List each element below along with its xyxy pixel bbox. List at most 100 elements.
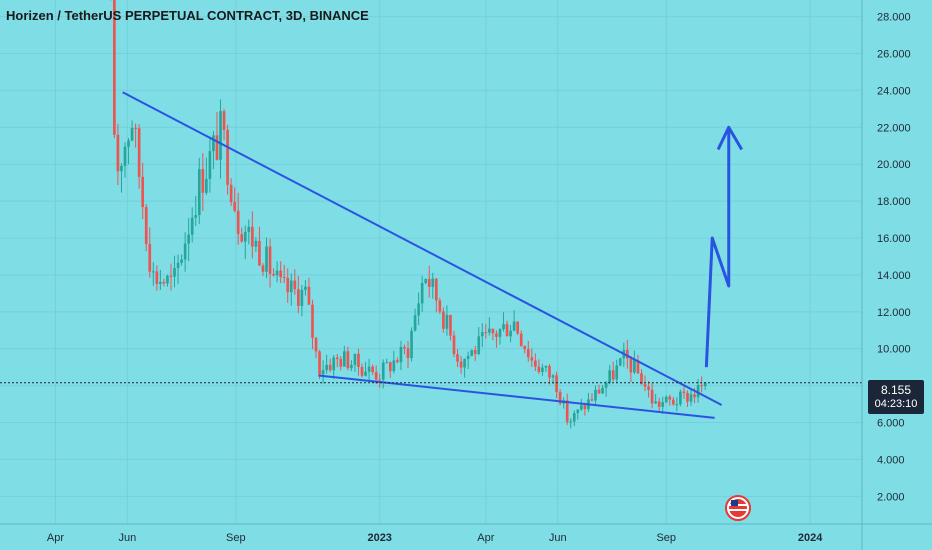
candle-body (212, 135, 215, 152)
x-tick-label: 2024 (798, 532, 823, 544)
y-tick-label: 12.000 (877, 307, 911, 319)
x-tick-label: Apr (477, 532, 494, 544)
candle-body (166, 275, 169, 284)
candle-body (640, 373, 643, 385)
y-tick-label: 4.000 (877, 454, 905, 466)
candle-body (424, 278, 428, 283)
candle-body (672, 399, 675, 405)
candle-body (675, 404, 679, 406)
candle-body (473, 350, 477, 354)
candle-body (169, 275, 173, 277)
x-tick-label: Apr (47, 532, 64, 544)
candle-body (144, 207, 148, 244)
candle-body (601, 387, 604, 394)
candle-body (470, 350, 474, 356)
candle-body (272, 273, 275, 276)
candle-body (558, 391, 562, 404)
candle-body (251, 226, 254, 247)
candle-body (127, 140, 130, 147)
candle-body (190, 217, 194, 235)
candle-body (328, 364, 332, 371)
candle-body (555, 375, 558, 392)
candle-body (293, 280, 297, 290)
candle-body (442, 311, 445, 329)
candle-body (215, 135, 219, 160)
candle-body (335, 357, 339, 360)
x-tick-label: Jun (118, 532, 136, 544)
candle-body (657, 401, 661, 407)
candle-body (534, 360, 537, 367)
candle-body (417, 303, 420, 316)
candle-body (311, 304, 314, 338)
x-axis[interactable]: Apr Jun Sep 2023 Apr Jun Sep 2024 (0, 523, 932, 544)
candle-body (530, 357, 534, 361)
candle-body (608, 370, 611, 383)
candle-body (413, 315, 417, 331)
candle-body (233, 202, 236, 211)
candle-body (654, 401, 657, 404)
candle-body (438, 300, 442, 312)
candle-body (693, 394, 696, 398)
candle-body (374, 372, 378, 380)
candle-body (548, 365, 551, 378)
candle-body (523, 346, 527, 350)
candle-body (300, 289, 304, 306)
candle-body (176, 262, 180, 269)
candle-body (258, 240, 261, 266)
y-tick-label: 6.000 (877, 418, 905, 430)
y-tick-label: 28.000 (877, 12, 911, 24)
candle-body (498, 329, 502, 337)
candle-body (484, 332, 488, 334)
candle-body (703, 382, 707, 387)
candle-body (325, 364, 328, 371)
candle-body (159, 281, 162, 284)
candle-body (452, 335, 456, 355)
y-tick-label: 16.000 (877, 233, 911, 245)
candle-body (243, 231, 247, 242)
candle-body (339, 359, 343, 367)
candle-body (229, 184, 233, 203)
candle-body (307, 286, 311, 305)
candle-body (537, 366, 541, 372)
candle-body (466, 355, 470, 359)
candle-body (594, 389, 597, 401)
y-tick-label: 22.000 (877, 122, 911, 134)
candle-body (403, 346, 406, 349)
candle-body (427, 278, 431, 287)
candle-body (431, 278, 435, 287)
candle-body (636, 360, 640, 374)
candle-body (367, 366, 371, 372)
candle-body (590, 399, 594, 401)
x-tick-label: Sep (226, 532, 246, 544)
candle-body (516, 321, 519, 334)
candle-body (700, 385, 703, 387)
candle-body (689, 394, 693, 402)
candle-body (650, 389, 654, 404)
candle-body (696, 385, 700, 398)
candle-body (183, 243, 187, 260)
candle-body (332, 357, 336, 371)
candle-body (686, 392, 689, 402)
candle-body (360, 367, 364, 376)
candle-body (399, 346, 403, 363)
us-flag-icon[interactable] (725, 495, 751, 521)
candle-body (226, 129, 229, 185)
price-tag: 8.155 04:23:10 (868, 380, 924, 414)
candle-body (505, 324, 509, 337)
candle-body (314, 337, 318, 352)
projection-arrowhead (716, 125, 744, 151)
y-axis[interactable]: 28.000 26.000 24.000 22.000 20.000 18.000 16.0… (861, 0, 911, 550)
candle-body (219, 111, 222, 160)
candle-body (148, 243, 152, 272)
candle-body (134, 127, 137, 129)
candle-body (626, 349, 629, 359)
candle-body (265, 246, 268, 272)
candle-body (194, 215, 198, 218)
candle-body (576, 409, 580, 414)
price-tag-countdown: 04:23:10 (874, 398, 918, 410)
candle-body (173, 268, 176, 277)
candle-body (240, 234, 244, 242)
y-tick-label: 2.000 (877, 491, 905, 503)
